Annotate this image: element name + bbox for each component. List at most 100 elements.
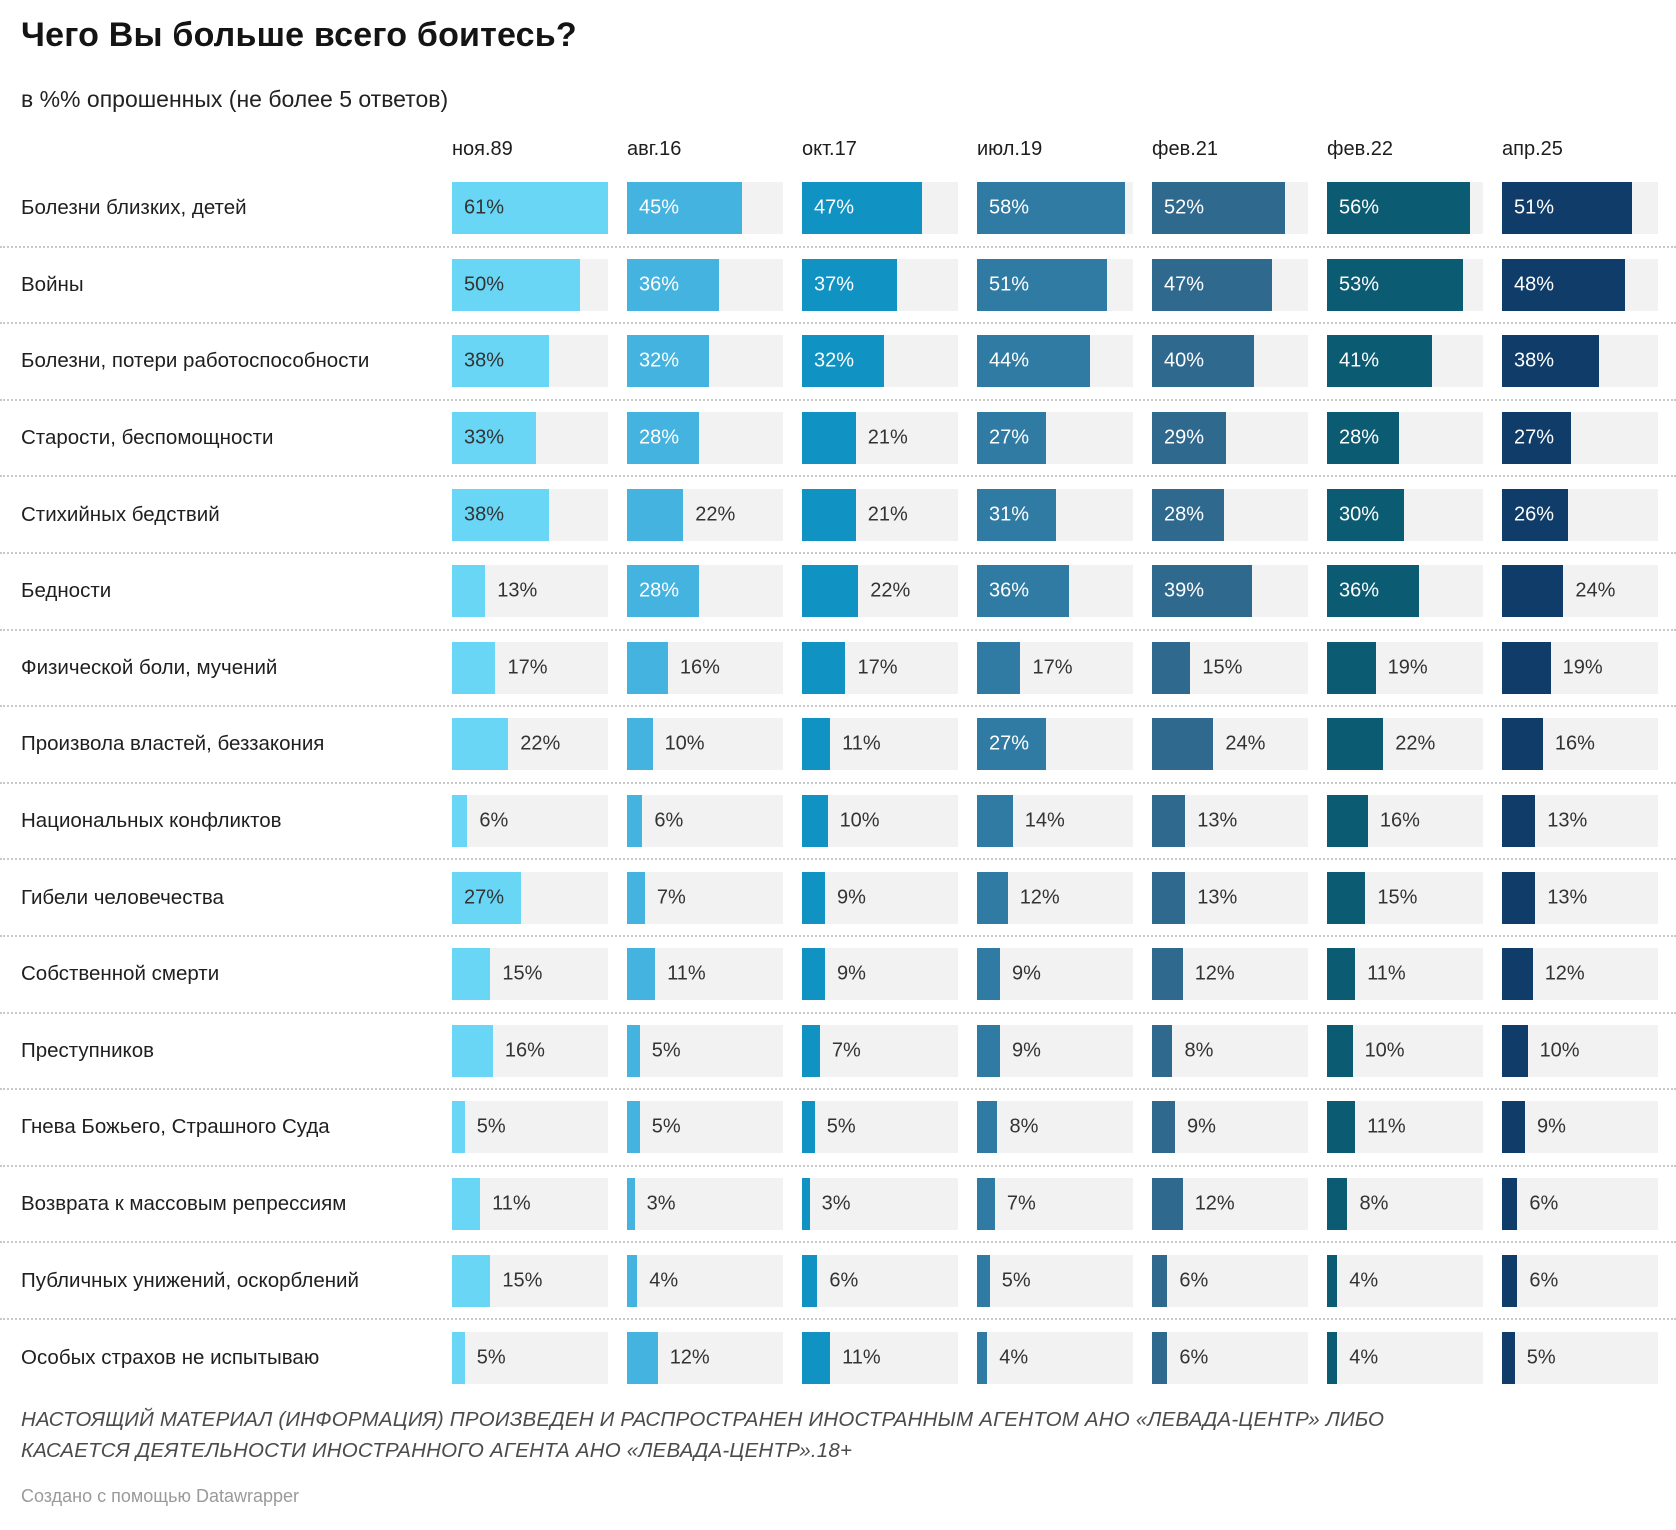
bar-value-label: 38% [464, 349, 505, 372]
bar-track: 10% [1327, 1024, 1483, 1077]
bar-track: 27% [977, 412, 1133, 465]
bar-fill [627, 182, 743, 235]
bar-value-label: 22% [520, 732, 561, 755]
bar-value-label: 36% [639, 273, 680, 296]
bar-fill [1502, 565, 1564, 618]
bar-fill [802, 948, 826, 1001]
bar-track: 5% [802, 1101, 958, 1154]
rows: Болезни близких, детей 61% 45% 47% 58% 52% 56%… [0, 171, 1676, 1397]
bar-value-label: 51% [1514, 196, 1555, 219]
bar-value-label: 4% [649, 1269, 679, 1292]
bar-track: 22% [802, 565, 958, 618]
bar-value-label: 56% [1339, 196, 1380, 219]
column-header-фев.22: фев.22 [1327, 138, 1394, 160]
bar-value-label: 3% [821, 1192, 851, 1215]
bar-value-label: 32% [639, 349, 680, 372]
bar-fill [1327, 182, 1471, 235]
bar-value-label: 12% [669, 1346, 710, 1369]
bar-fill [1152, 335, 1255, 388]
bar-value-label: 28% [639, 579, 680, 602]
bar-value-label: 8% [1359, 1192, 1389, 1215]
bar-track: 16% [627, 641, 783, 694]
bar-track: 36% [627, 258, 783, 311]
bar-track: 21% [802, 488, 958, 541]
bar-fill [1152, 1101, 1176, 1154]
bar-track: 33% [452, 412, 608, 465]
bar-track: 5% [627, 1024, 783, 1077]
bar-fill [627, 1332, 658, 1385]
bar-track: 51% [977, 258, 1133, 311]
bar-track: 22% [627, 488, 783, 541]
bar-fill [1327, 412, 1399, 465]
bar-track: 6% [1152, 1254, 1308, 1307]
bar-value-label: 28% [639, 426, 680, 449]
bar-track: 13% [1502, 795, 1658, 848]
bar-track: 11% [1327, 1101, 1483, 1154]
bar-value-label: 15% [502, 962, 543, 985]
bar-value-label: 7% [1006, 1192, 1036, 1215]
bar-value-label: 27% [1514, 426, 1555, 449]
row-label: Особых страхов не испытываю [21, 1346, 320, 1370]
bar-fill [1502, 412, 1572, 465]
bar-track: 36% [1327, 565, 1483, 618]
bar-value-label: 52% [1164, 196, 1205, 219]
bar-track: 27% [452, 871, 608, 924]
bar-value-label: 27% [989, 732, 1030, 755]
bar-fill [452, 871, 522, 924]
bar-fill [802, 1101, 815, 1154]
bar-track: 11% [1327, 948, 1483, 1001]
bar-track: 47% [802, 182, 958, 235]
bar-fill [802, 182, 923, 235]
bar-fill [802, 718, 831, 771]
bar-fill [1152, 718, 1214, 771]
bar-fill [627, 1254, 638, 1307]
bar-fill [452, 1101, 465, 1154]
bar-value-label: 9% [837, 962, 866, 985]
bar-value-label: 27% [989, 426, 1030, 449]
bar-fill [627, 871, 645, 924]
bar-fill [977, 641, 1021, 694]
bar-fill [802, 1254, 818, 1307]
bar-track: 3% [627, 1178, 783, 1231]
bar-fill [1502, 1254, 1518, 1307]
bar-track: 38% [452, 488, 608, 541]
bar-value-label: 19% [1387, 656, 1428, 679]
bar-value-label: 10% [839, 809, 880, 832]
row-label: Преступников [21, 1038, 155, 1062]
bar-track: 11% [802, 718, 958, 771]
datawrapper-credit-link[interactable]: Создано с помощью Datawrapper [21, 1486, 300, 1506]
bar-value-label: 15% [1202, 656, 1243, 679]
bar-fill [452, 182, 608, 235]
bar-track: 4% [977, 1332, 1133, 1385]
bar-track: 9% [802, 948, 958, 1001]
bar-fill [627, 1024, 640, 1077]
bar-fill [452, 795, 468, 848]
bar-fill [1502, 488, 1569, 541]
bar-fill [1152, 795, 1186, 848]
bar-track: 51% [1502, 182, 1658, 235]
bar-track: 52% [1152, 182, 1308, 235]
bar-value-label: 6% [479, 809, 509, 832]
bar-track: 39% [1152, 565, 1308, 618]
bar-fill [1502, 1178, 1518, 1231]
bar-fill [1327, 1332, 1338, 1385]
bar-value-label: 53% [1339, 273, 1380, 296]
bar-fill [977, 335, 1090, 388]
bar-track: 44% [977, 335, 1133, 388]
bar-value-label: 9% [1012, 962, 1041, 985]
bar-track: 3% [802, 1178, 958, 1231]
bar-value-label: 13% [1197, 886, 1238, 909]
bar-fill [1502, 335, 1600, 388]
bar-track: 10% [802, 795, 958, 848]
bar-value-label: 5% [1001, 1269, 1031, 1292]
bar-fill [1327, 335, 1432, 388]
bar-fill [977, 948, 1001, 1001]
table-row: Старости, беспомощности 33% 28% 21% 27% 29% 28… [0, 401, 1676, 478]
bar-value-label: 21% [867, 426, 908, 449]
bar-track: 26% [1502, 488, 1658, 541]
bar-track: 9% [977, 1024, 1133, 1077]
bar-fill [1152, 871, 1186, 924]
bar-value-label: 13% [1197, 809, 1238, 832]
bar-value-label: 12% [1194, 962, 1235, 985]
bar-track: 8% [977, 1101, 1133, 1154]
